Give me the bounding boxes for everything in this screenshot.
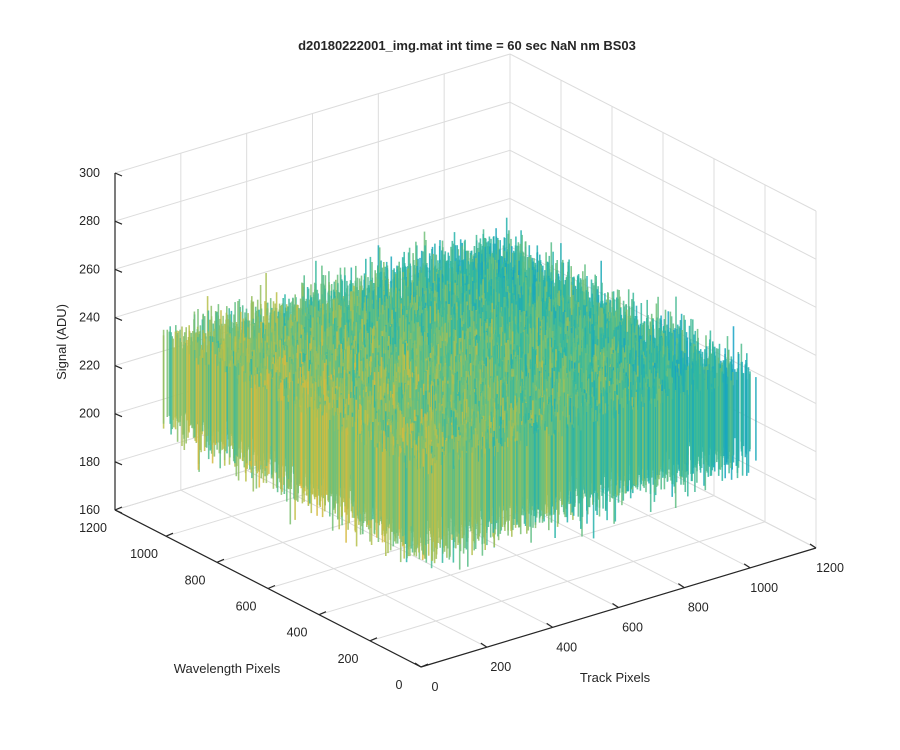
back-wall-grid-z [114, 149, 511, 270]
back-wall-grid-z [114, 197, 511, 318]
floor-grid-y [369, 521, 766, 642]
right-wall-grid-z [509, 197, 817, 356]
back-wall-grid-z [114, 53, 511, 174]
floor-grid-y [318, 495, 715, 616]
right-wall-grid-z [509, 53, 817, 212]
back-wall-grid-z [114, 101, 511, 222]
right-wall-grid-z [509, 149, 817, 308]
right-wall-grid-z [509, 101, 817, 260]
surface-layer [162, 217, 757, 570]
